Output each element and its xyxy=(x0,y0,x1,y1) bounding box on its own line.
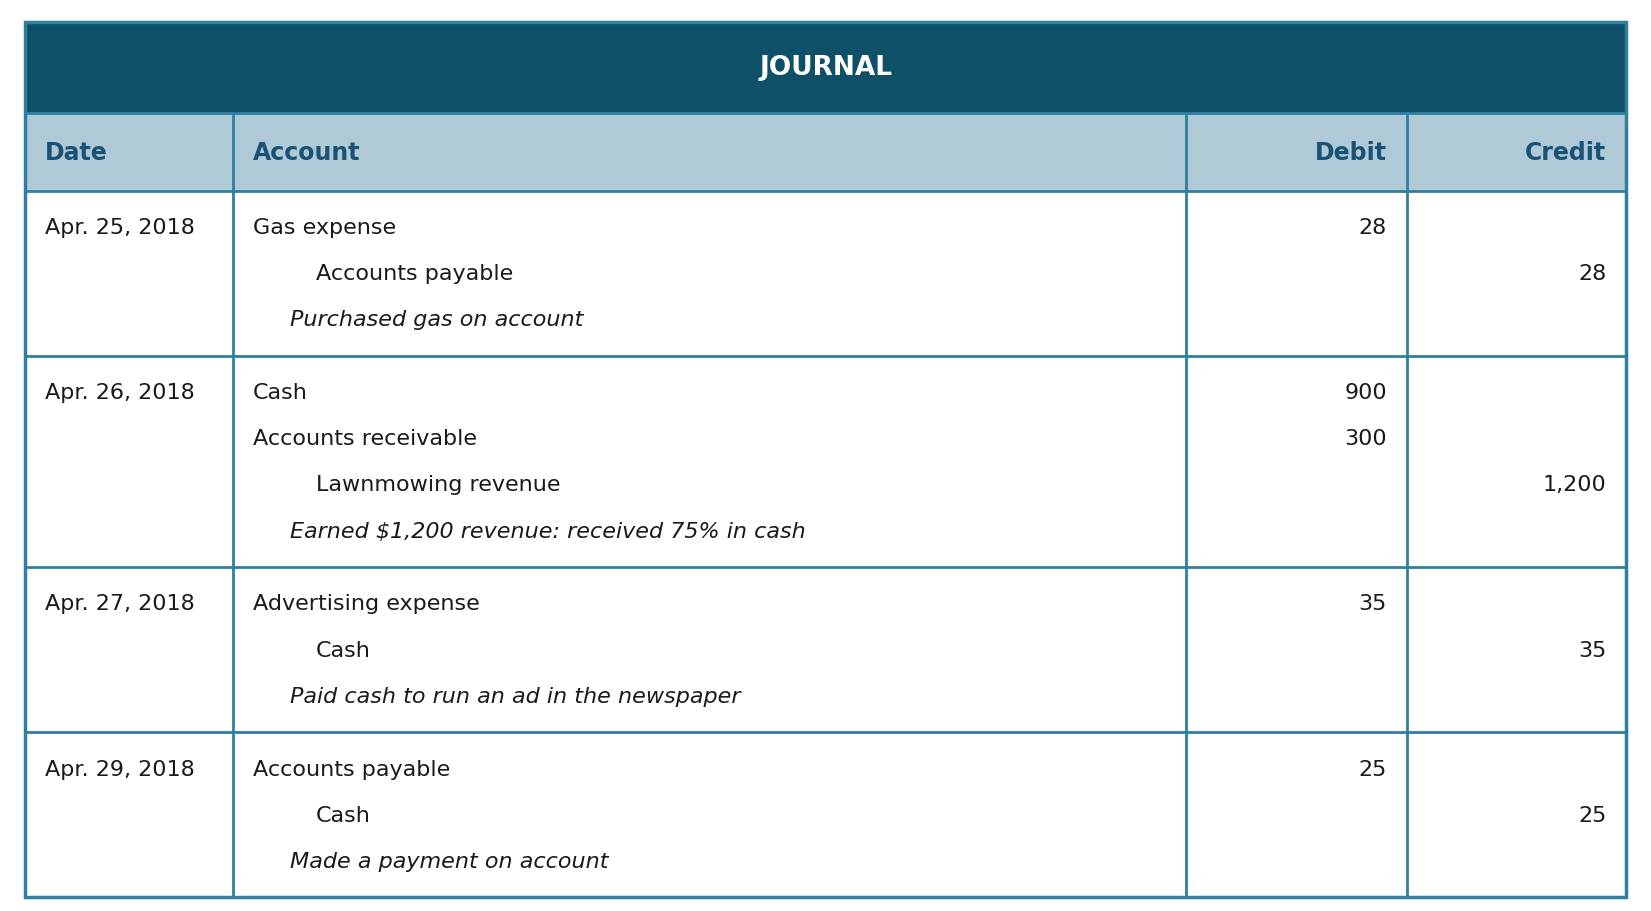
Text: Purchased gas on account: Purchased gas on account xyxy=(291,310,584,330)
Text: Earned $1,200 revenue: received 75% in cash: Earned $1,200 revenue: received 75% in c… xyxy=(291,521,806,541)
Text: 25: 25 xyxy=(1359,759,1387,779)
Text: 25: 25 xyxy=(1578,804,1606,824)
Text: Credit: Credit xyxy=(1526,140,1606,165)
Bar xyxy=(25,356,1626,568)
Text: Cash: Cash xyxy=(253,383,307,403)
Bar xyxy=(25,114,1626,191)
Text: Apr. 29, 2018: Apr. 29, 2018 xyxy=(45,759,195,779)
Text: Apr. 25, 2018: Apr. 25, 2018 xyxy=(45,218,195,238)
Text: Lawnmowing revenue: Lawnmowing revenue xyxy=(315,475,560,495)
Text: Gas expense: Gas expense xyxy=(253,218,396,238)
Text: Made a payment on account: Made a payment on account xyxy=(291,851,609,871)
Bar xyxy=(25,568,1626,732)
Text: JOURNAL: JOURNAL xyxy=(759,56,892,81)
Text: 300: 300 xyxy=(1344,429,1387,449)
Text: Accounts payable: Accounts payable xyxy=(315,264,513,284)
Text: Cash: Cash xyxy=(315,804,370,824)
Text: 35: 35 xyxy=(1359,594,1387,614)
Text: Debit: Debit xyxy=(1316,140,1387,165)
Text: 35: 35 xyxy=(1578,640,1606,660)
Text: 900: 900 xyxy=(1344,383,1387,403)
Text: Account: Account xyxy=(253,140,360,165)
Text: Date: Date xyxy=(45,140,107,165)
Bar xyxy=(25,23,1626,114)
Text: Apr. 27, 2018: Apr. 27, 2018 xyxy=(45,594,195,614)
Text: 1,200: 1,200 xyxy=(1542,475,1606,495)
Text: Cash: Cash xyxy=(315,640,370,660)
Text: 28: 28 xyxy=(1578,264,1606,284)
Text: Paid cash to run an ad in the newspaper: Paid cash to run an ad in the newspaper xyxy=(291,686,741,706)
Text: Advertising expense: Advertising expense xyxy=(253,594,479,614)
Bar xyxy=(25,732,1626,897)
Text: 28: 28 xyxy=(1359,218,1387,238)
Text: Apr. 26, 2018: Apr. 26, 2018 xyxy=(45,383,195,403)
Text: Accounts receivable: Accounts receivable xyxy=(253,429,477,449)
Bar xyxy=(25,191,1626,356)
Text: Accounts payable: Accounts payable xyxy=(253,759,451,779)
